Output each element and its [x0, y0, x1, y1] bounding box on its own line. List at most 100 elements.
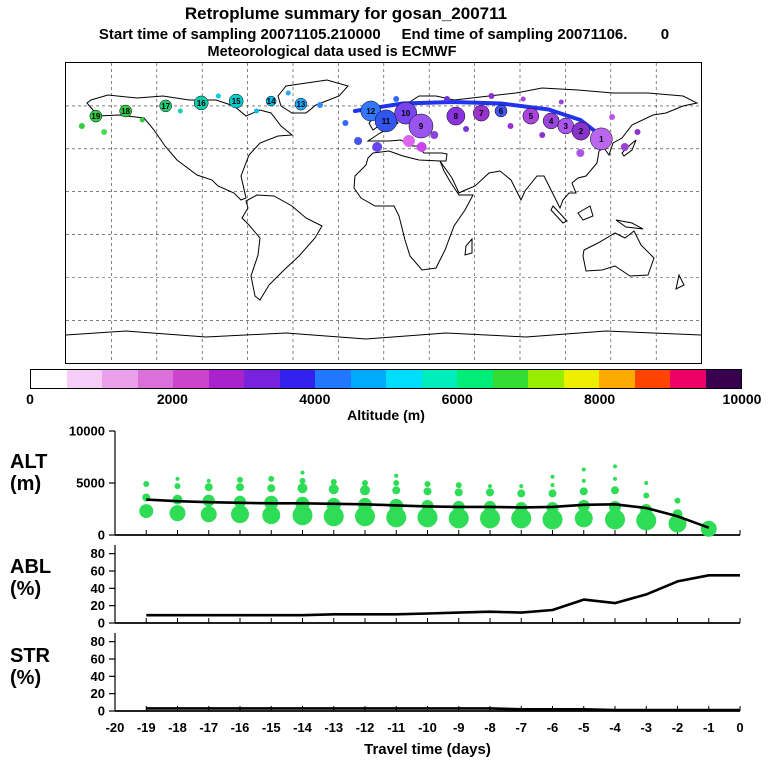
svg-text:-16: -16 — [231, 720, 250, 735]
svg-text:-7: -7 — [515, 720, 527, 735]
svg-text:8: 8 — [454, 112, 459, 121]
svg-text:-19: -19 — [137, 720, 156, 735]
abl-axis-title-line2: (%) — [10, 578, 42, 600]
str-axis-title-line2: (%) — [10, 667, 42, 689]
colorbar-cell — [350, 370, 386, 388]
colorbar-cell — [244, 370, 280, 388]
svg-text:18: 18 — [121, 107, 130, 116]
svg-text:-17: -17 — [199, 720, 218, 735]
svg-text:19: 19 — [91, 112, 100, 121]
svg-text:9: 9 — [419, 122, 424, 131]
colorbar-cells — [31, 370, 741, 388]
svg-text:10: 10 — [401, 109, 410, 118]
svg-text:-6: -6 — [547, 720, 559, 735]
str-axis-title: STR (%) — [10, 645, 80, 689]
svg-text:16: 16 — [197, 99, 206, 108]
svg-text:-8: -8 — [484, 720, 496, 735]
world-map: 19 18 17 16 15 14 13 12 11 10 9 8 7 6 5 4 3 2 1 — [65, 62, 702, 364]
trajectory-extra-dots — [78, 90, 641, 157]
colorbar-cell — [528, 370, 564, 388]
colorbar-cell — [634, 370, 670, 388]
abl-axis-title: ABL (%) — [10, 556, 80, 600]
colorbar-cell — [137, 370, 173, 388]
svg-text:-3: -3 — [640, 720, 652, 735]
abl-panel: 0 20 40 60 80 — [91, 545, 741, 631]
svg-text:-11: -11 — [387, 720, 405, 735]
colorbar-cell — [66, 370, 102, 388]
abl-axis-title-line1: ABL — [10, 556, 52, 578]
colorbar-cell — [102, 370, 138, 388]
svg-text:-15: -15 — [262, 720, 281, 735]
str-axis-title-line1: STR — [10, 645, 50, 667]
alt-axis-title-line2: (m) — [10, 473, 42, 495]
svg-text:0: 0 — [98, 704, 105, 719]
svg-text:-4: -4 — [609, 720, 621, 735]
svg-text:0: 0 — [736, 720, 743, 735]
colorbar-cell — [705, 370, 741, 388]
colorbar-label: Altitude (m) — [347, 407, 425, 423]
colorbar-cell — [208, 370, 244, 388]
svg-text:7: 7 — [479, 109, 484, 118]
svg-text:0: 0 — [98, 616, 105, 631]
svg-text:40: 40 — [91, 669, 105, 684]
svg-text:-10: -10 — [418, 720, 437, 735]
colorbar-tick: 8000 — [584, 391, 616, 407]
svg-text:2: 2 — [579, 127, 584, 136]
svg-text:-14: -14 — [293, 720, 313, 735]
world-map-svg: 19 18 17 16 15 14 13 12 11 10 9 8 7 6 5 4 3 2 1 — [66, 63, 701, 363]
svg-text:12: 12 — [366, 107, 375, 116]
svg-text:60: 60 — [91, 564, 105, 579]
svg-text:-2: -2 — [672, 720, 684, 735]
svg-text:3: 3 — [564, 122, 569, 131]
svg-text:-9: -9 — [453, 720, 465, 735]
trajectory-day-points: 19 18 17 16 15 14 13 12 11 10 9 8 7 6 5 4 3 2 1 — [89, 93, 613, 151]
svg-text:-5: -5 — [578, 720, 590, 735]
colorbar-tick-labels: 0 2000 4000 6000 8000 10000 — [26, 391, 761, 407]
svg-text:-18: -18 — [168, 720, 187, 735]
colorbar-cell — [599, 370, 635, 388]
svg-text:20: 20 — [91, 598, 105, 613]
page-title: Retroplume summary for gosan_200711 — [184, 4, 508, 23]
colorbar-cell — [492, 370, 528, 388]
svg-text:5: 5 — [529, 112, 534, 121]
colorbar — [30, 369, 742, 389]
svg-text:5000: 5000 — [76, 476, 105, 491]
svg-text:80: 80 — [91, 546, 105, 561]
svg-text:40: 40 — [91, 581, 105, 596]
svg-text:11: 11 — [382, 117, 391, 126]
colorbar-cell — [315, 370, 351, 388]
colorbar-cell — [173, 370, 209, 388]
colorbar-cell — [563, 370, 599, 388]
svg-text:14: 14 — [267, 97, 276, 106]
continent-outlines — [66, 79, 701, 340]
svg-text:17: 17 — [161, 102, 170, 111]
svg-text:-13: -13 — [324, 720, 343, 735]
colorbar-cell — [386, 370, 422, 388]
svg-text:4: 4 — [549, 117, 554, 126]
svg-text:80: 80 — [91, 634, 105, 649]
svg-text:10000: 10000 — [69, 424, 105, 439]
colorbar-cell — [31, 370, 67, 388]
colorbar-cell — [457, 370, 493, 388]
svg-text:-20: -20 — [106, 720, 125, 735]
alt-axis-title-line1: ALT — [10, 451, 48, 473]
sampling-times-line: Start time of sampling 20071105.210000 E… — [98, 26, 670, 43]
svg-text:-1: -1 — [703, 720, 715, 735]
str-panel: 0 20 40 60 80 — [91, 633, 741, 719]
alt-panel: 0 5000 10000 — [69, 424, 741, 543]
colorbar-tick: 6000 — [441, 391, 473, 407]
svg-text:15: 15 — [232, 97, 241, 106]
x-axis-labels: -20 -19 -18 -17 -16 -15 -14 -13 -12 -11 -10 -9 -8 -7-… — [106, 720, 744, 758]
met-data-line: Meteorological data used is ECMWF — [207, 44, 457, 60]
alt-axis-title: ALT (m) — [10, 451, 80, 495]
svg-text:1: 1 — [599, 135, 604, 144]
colorbar-tick: 2000 — [156, 391, 188, 407]
colorbar-cell — [279, 370, 315, 388]
svg-text:20: 20 — [91, 686, 105, 701]
x-axis-title: Travel time (days) — [364, 741, 491, 758]
svg-text:13: 13 — [296, 100, 305, 109]
colorbar-cell — [670, 370, 706, 388]
colorbar-tick: 0 — [26, 391, 34, 407]
